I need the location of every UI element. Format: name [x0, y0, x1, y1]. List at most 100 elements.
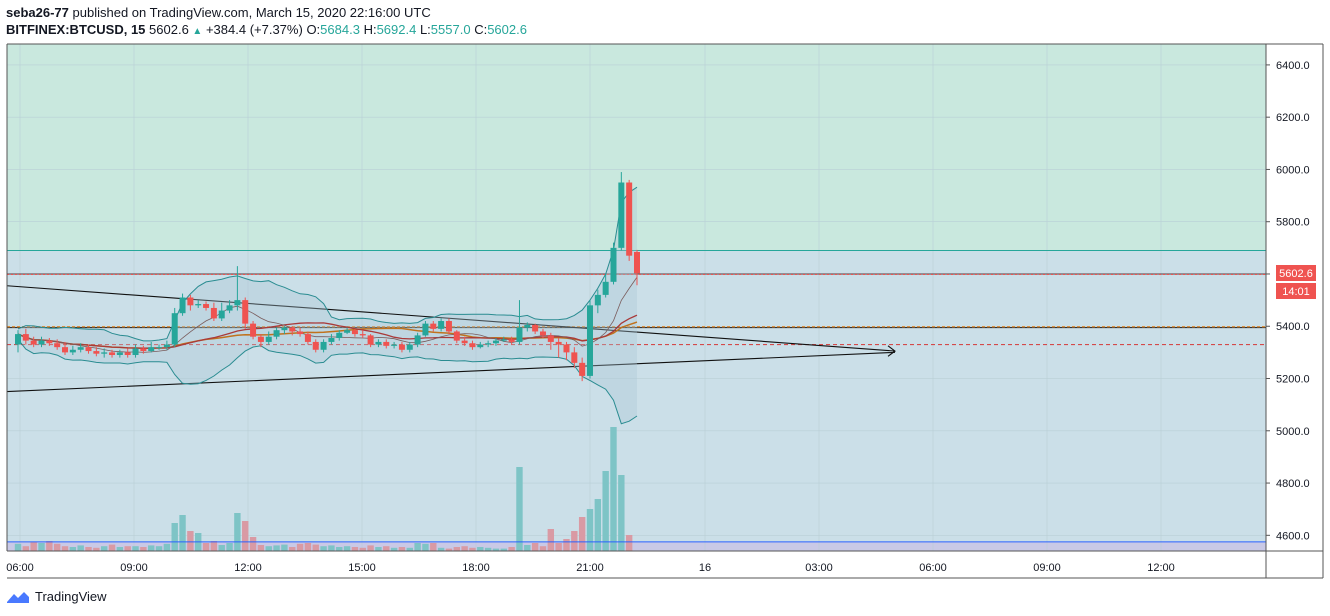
- volume-bar: [539, 546, 547, 551]
- volume-bar: [46, 541, 53, 551]
- volume-bar: [210, 541, 218, 551]
- author-name[interactable]: seba26-77: [6, 5, 69, 20]
- volume-bar: [234, 513, 241, 551]
- candle-body: [218, 310, 225, 319]
- candle-body: [383, 341, 390, 346]
- candle-body: [508, 339, 515, 342]
- candle-body: [626, 182, 633, 256]
- candle-body: [62, 347, 69, 353]
- volume-bar: [257, 545, 265, 551]
- volume-bar: [249, 537, 257, 551]
- candle-body: [148, 347, 155, 352]
- x-tick-label: 06:00: [919, 562, 947, 574]
- volume-bar: [187, 531, 194, 551]
- candle-body: [30, 340, 37, 345]
- candle-body: [250, 323, 257, 337]
- volume-bar: [531, 543, 539, 551]
- volume-bar: [140, 547, 147, 551]
- candle-body: [273, 330, 280, 337]
- volume-bar: [625, 535, 633, 551]
- lower-zone: [7, 541, 1266, 551]
- y-tick-label: 4800.0: [1276, 478, 1310, 490]
- volume-bar: [265, 546, 272, 551]
- volume-bar: [226, 543, 233, 551]
- candle-body: [571, 352, 578, 363]
- timer-badge: 14:01: [1282, 286, 1310, 298]
- candle-body: [69, 349, 76, 353]
- candle-body: [320, 341, 327, 350]
- volume-bar: [343, 546, 351, 551]
- green-zone: [7, 44, 1266, 251]
- volume-bar: [406, 547, 413, 551]
- symbol-header: BITFINEX:BTCUSD, 15 5602.6 ▲ +384.4 (+7.…: [6, 22, 527, 37]
- candle-body: [344, 330, 351, 333]
- lower-trendline: [6, 351, 896, 393]
- candle-body: [257, 336, 264, 342]
- candle-body: [461, 340, 468, 344]
- candle-body: [109, 352, 116, 355]
- volume-bar: [492, 548, 500, 551]
- price-badge-bg: [1276, 265, 1316, 281]
- y-tick-label: 5200.0: [1276, 374, 1310, 386]
- candle-body: [375, 341, 382, 345]
- x-tick-label: 18:00: [462, 562, 490, 574]
- open-value: 5684.3: [320, 22, 360, 37]
- candle-body: [85, 347, 92, 352]
- volume-bar: [273, 545, 280, 551]
- x-tick-label: 03:00: [805, 562, 833, 574]
- candle-body: [586, 305, 593, 376]
- volume-bar: [461, 546, 468, 551]
- volume-bar: [155, 546, 163, 551]
- volume-bar: [383, 546, 390, 551]
- volume-bar: [77, 545, 84, 551]
- volume-bar: [242, 521, 249, 551]
- candle-body: [477, 344, 484, 348]
- x-tick-label: 12:00: [1147, 562, 1175, 574]
- candle-body: [453, 331, 460, 341]
- candle-body: [547, 335, 554, 342]
- y-tick-label: 5800.0: [1276, 217, 1310, 229]
- candle-body: [359, 334, 366, 336]
- volume-bar: [367, 545, 374, 551]
- candle-body: [140, 348, 147, 352]
- x-tick-label: 09:00: [1033, 562, 1061, 574]
- open-label: O:: [306, 22, 321, 37]
- tradingview-logo-icon: [7, 591, 29, 603]
- candle-body: [634, 251, 640, 274]
- volume-bar: [602, 471, 609, 551]
- volume-bar: [202, 543, 210, 551]
- volume-bar: [85, 547, 92, 551]
- tradingview-brand[interactable]: TradingView: [6, 589, 107, 604]
- volume-bar: [398, 547, 406, 551]
- high-label: H:: [363, 22, 377, 37]
- volume-bar: [414, 543, 421, 551]
- volume-bar: [124, 546, 131, 551]
- candle-body: [594, 294, 601, 306]
- volume-bar: [375, 547, 382, 551]
- volume-bar: [281, 544, 288, 551]
- volume-bar: [594, 499, 602, 551]
- volume-bar: [148, 545, 155, 551]
- candle-body: [532, 324, 539, 332]
- volume-bar: [555, 543, 562, 551]
- candle-body: [265, 336, 272, 342]
- candle-body: [618, 182, 625, 248]
- candle-body: [38, 340, 45, 345]
- close-value: 5602.6: [487, 22, 527, 37]
- x-tick-label: 16: [699, 562, 711, 574]
- volume-bar: [351, 547, 359, 551]
- candle-body: [242, 300, 249, 324]
- volume-bar: [508, 547, 515, 551]
- candle-body: [445, 321, 452, 332]
- volume-bar: [218, 545, 225, 551]
- brand-label: TradingView: [35, 589, 107, 604]
- candle-body: [524, 324, 531, 328]
- volume-bar: [390, 547, 398, 551]
- volume-bar: [610, 427, 617, 551]
- candle-body: [226, 305, 233, 311]
- volume-bar: [116, 547, 124, 551]
- candle-body: [281, 327, 288, 331]
- x-tick-label: 12:00: [234, 562, 262, 574]
- timer-badge-bg: [1276, 283, 1316, 299]
